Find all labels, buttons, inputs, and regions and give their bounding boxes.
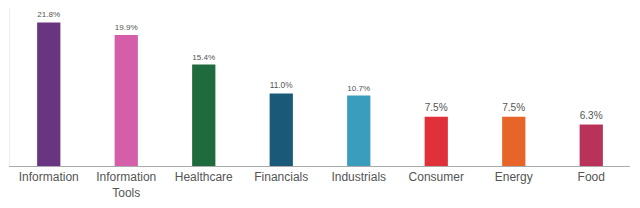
- svg-text:Financials: Financials: [254, 170, 308, 184]
- svg-text:10.7%: 10.7%: [347, 84, 370, 93]
- svg-text:Healthcare: Healthcare: [175, 170, 233, 184]
- svg-text:21.8%: 21.8%: [37, 10, 60, 19]
- svg-text:7.5%: 7.5%: [502, 102, 525, 113]
- svg-text:Industrials: Industrials: [331, 170, 386, 184]
- svg-text:InformationTools: InformationTools: [96, 170, 156, 200]
- svg-text:6.3%: 6.3%: [580, 110, 603, 121]
- svg-text:Energy: Energy: [495, 170, 533, 184]
- svg-text:Information: Information: [19, 170, 79, 184]
- svg-text:19.9%: 19.9%: [115, 23, 138, 32]
- svg-text:11.0%: 11.0%: [270, 80, 294, 90]
- svg-text:15.4%: 15.4%: [192, 53, 215, 62]
- svg-text:Food: Food: [578, 170, 605, 184]
- svg-text:Consumer: Consumer: [409, 170, 464, 184]
- svg-text:7.5%: 7.5%: [425, 102, 448, 113]
